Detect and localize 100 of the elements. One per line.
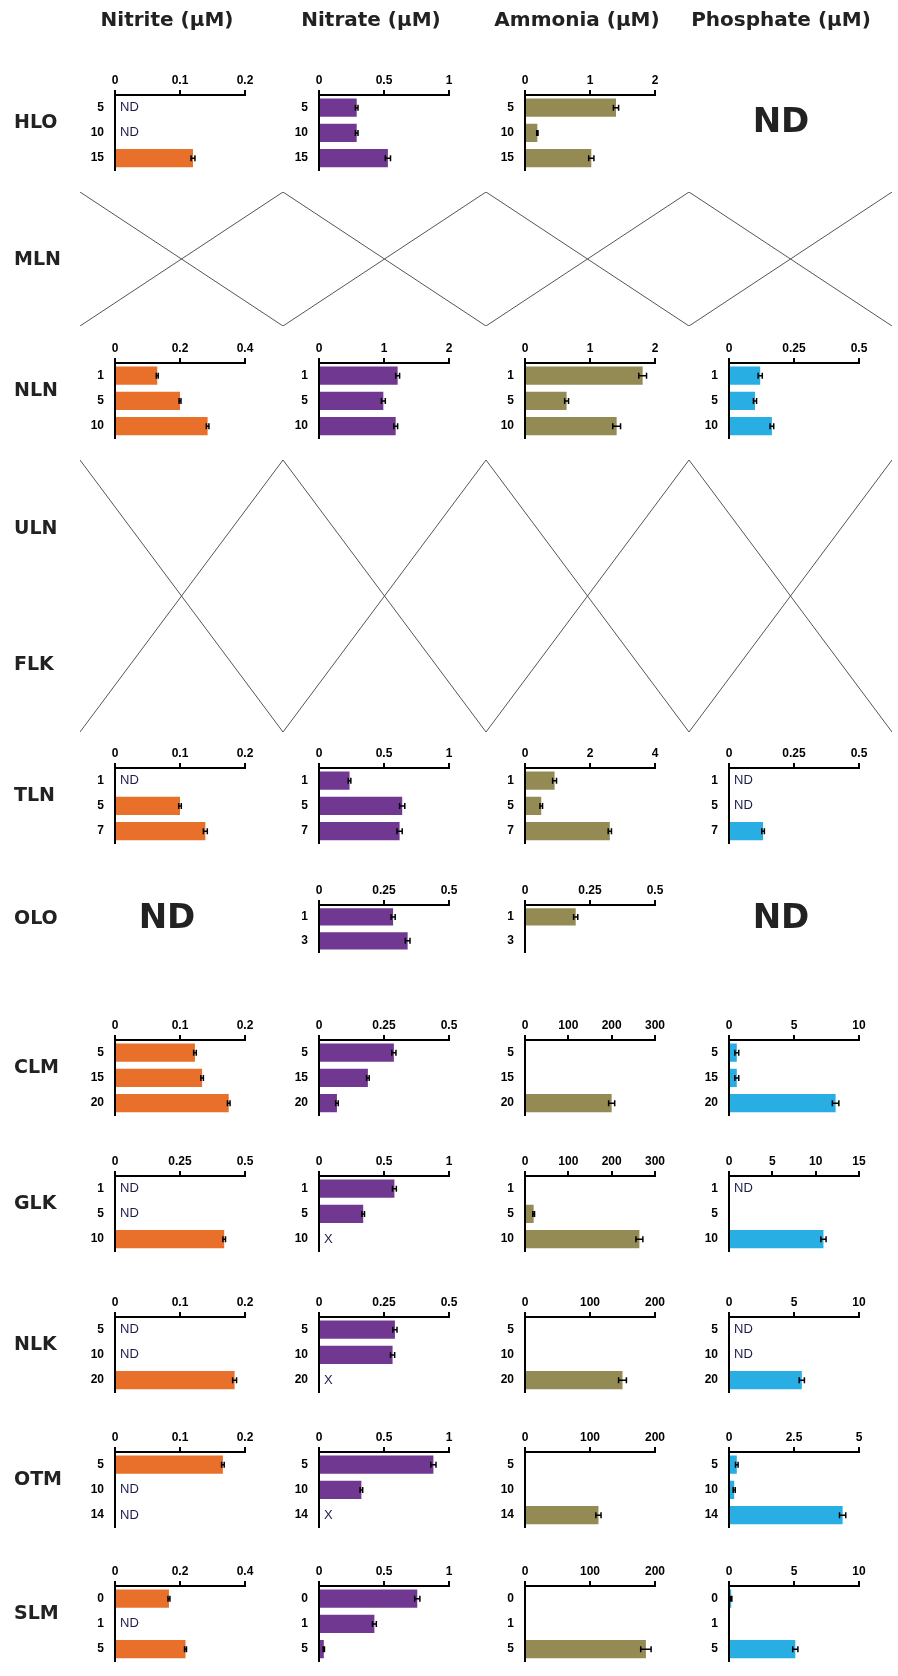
x-tick-label: 0.25 — [372, 1295, 396, 1310]
x-tick-label: 0 — [521, 1430, 529, 1445]
x-tick-label: 0 — [725, 746, 733, 761]
y-tick-label: 1 — [301, 367, 309, 382]
text: MLN — [14, 247, 61, 269]
x-tick-label: 0 — [111, 341, 119, 356]
y-tick-label: 3 — [301, 933, 309, 948]
y-tick-label: 10 — [90, 418, 105, 433]
y-tick-label: 20 — [294, 1372, 309, 1387]
y-tick-label: 5 — [301, 1641, 309, 1656]
x-tick-label: 0 — [521, 1018, 529, 1033]
x-tick-label: 200 — [601, 1154, 622, 1169]
y-tick-label: 10 — [294, 418, 309, 433]
y-axis-title: OTM — [14, 1467, 63, 1489]
text: ND — [120, 1321, 139, 1337]
y-tick-label: 5 — [507, 1641, 515, 1656]
x-tick-label: 0 — [111, 1564, 119, 1579]
bar — [320, 366, 398, 385]
x-tick-label: 1 — [586, 73, 594, 88]
bar — [116, 1094, 229, 1113]
x-tick-label: 0 — [521, 746, 529, 761]
y-axis-title: GLK — [14, 1191, 57, 1213]
y-tick-label: 10 — [500, 1347, 515, 1362]
y-tick-label: 0 — [711, 1590, 719, 1605]
y-tick-label: 5 — [301, 1044, 309, 1059]
text: ND — [734, 1321, 753, 1337]
y-axis-title: NLK — [14, 1332, 57, 1354]
y-tick-label: 20 — [500, 1372, 515, 1387]
text: X — [324, 1230, 333, 1246]
x-tick-label: 100 — [558, 1154, 579, 1169]
text: ND — [120, 1615, 139, 1631]
y-tick-label: 5 — [507, 1044, 515, 1059]
y-tick-label: 5 — [301, 798, 309, 813]
x-tick-label: 0 — [111, 746, 119, 761]
y-tick-label: 5 — [711, 393, 719, 408]
y-tick-label: 7 — [507, 823, 515, 838]
x-tick-label: 15 — [852, 1154, 866, 1169]
x-tick-label: 0 — [315, 883, 323, 898]
y-tick-label: 10 — [90, 1482, 105, 1497]
y-tick-label: 10 — [500, 418, 515, 433]
y-tick-label: 10 — [500, 1231, 515, 1246]
x-tick-label: 0.2 — [236, 1295, 254, 1310]
text: ND — [120, 1180, 139, 1196]
bar — [526, 771, 555, 790]
y-tick-label: 1 — [301, 909, 309, 924]
y-tick-label: 5 — [301, 1321, 309, 1336]
x-tick-label: 0.5 — [850, 746, 868, 761]
y-tick-label: 10 — [294, 1231, 309, 1246]
bar — [526, 391, 567, 410]
x-tick-label: 4 — [651, 746, 659, 761]
text: X — [324, 1371, 333, 1387]
y-tick-label: 5 — [711, 1206, 719, 1221]
x-tick-label: 0.1 — [171, 1430, 189, 1445]
chart-title: Nitrate (µM) — [301, 7, 441, 31]
bar — [320, 417, 396, 436]
x-tick-label: 2 — [651, 341, 659, 356]
x-tick-label: 0 — [521, 73, 529, 88]
y-tick-label: 1 — [97, 1616, 105, 1631]
x-tick-label: 200 — [644, 1295, 666, 1310]
x-tick-label: 300 — [644, 1018, 666, 1033]
bar — [320, 822, 400, 841]
text: ND — [120, 1205, 139, 1221]
x-tick-label: 2 — [651, 73, 659, 88]
x-tick-label: 0 — [315, 1154, 323, 1169]
y-tick-label: 15 — [704, 1070, 719, 1085]
y-tick-label: 10 — [704, 418, 719, 433]
y-tick-label: 5 — [507, 1206, 515, 1221]
text: ND — [120, 772, 139, 788]
bar — [730, 391, 755, 410]
x-tick-label: 10 — [852, 1564, 866, 1579]
y-axis-title: NLN — [14, 378, 58, 400]
y-tick-label: 5 — [97, 1044, 105, 1059]
x-tick-label: 0 — [315, 1430, 323, 1445]
y-tick-label: 1 — [507, 1616, 515, 1631]
x-tick-label: 0 — [521, 1154, 529, 1169]
x-tick-label: 0 — [315, 746, 323, 761]
x-tick-label: 0.5 — [375, 73, 393, 88]
text: X — [324, 1506, 333, 1522]
y-tick-label: 5 — [301, 393, 309, 408]
y-tick-label: 10 — [500, 1482, 515, 1497]
y-tick-label: 1 — [711, 772, 719, 787]
text: ND — [120, 1346, 139, 1362]
x-tick-label: 0.25 — [372, 883, 396, 898]
x-tick-label: 5 — [855, 1430, 863, 1445]
x-tick-label: 200 — [601, 1018, 622, 1033]
x-tick-label: 0.5 — [375, 1430, 393, 1445]
bar — [526, 417, 617, 436]
bar — [116, 1068, 203, 1087]
x-tick-label: 1 — [586, 341, 594, 356]
y-tick-label: 20 — [500, 1095, 515, 1110]
text: ND — [751, 100, 811, 140]
x-tick-label: 0.4 — [236, 1564, 254, 1579]
y-tick-label: 5 — [97, 99, 105, 114]
y-tick-label: 1 — [711, 1180, 719, 1195]
x-tick-label: 0.2 — [171, 341, 189, 356]
text: ND — [120, 1481, 139, 1497]
x-tick-label: 0 — [521, 1564, 529, 1579]
x-tick-label: 0.5 — [850, 341, 868, 356]
bar — [320, 1068, 368, 1087]
y-tick-label: 1 — [507, 772, 515, 787]
